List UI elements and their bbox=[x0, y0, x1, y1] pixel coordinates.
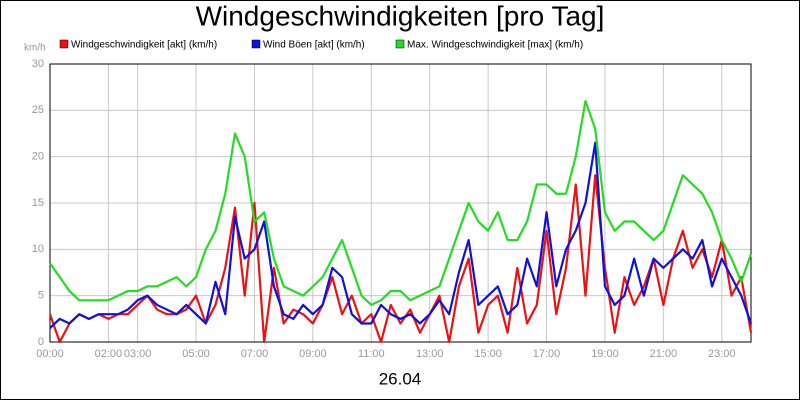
x-tick-label: 00:00 bbox=[36, 348, 64, 360]
x-tick-label: 03:00 bbox=[124, 348, 152, 360]
x-axis-label: 26.04 bbox=[379, 369, 422, 388]
y-tick-label: 25 bbox=[32, 104, 44, 116]
series-line bbox=[48, 174, 753, 344]
x-tick-label: 13:00 bbox=[416, 348, 444, 360]
x-tick-label: 23:00 bbox=[708, 348, 736, 360]
legend-label: Max. Windgeschwindigkeit [max] (km/h) bbox=[407, 40, 583, 51]
y-tick-label: 20 bbox=[32, 151, 44, 163]
plot-border bbox=[49, 63, 752, 343]
y-tick-label: 0 bbox=[38, 336, 44, 348]
legend-swatch bbox=[395, 39, 405, 49]
x-tick-label: 07:00 bbox=[241, 348, 269, 360]
x-tick-label: 05:00 bbox=[182, 348, 210, 360]
x-tick-label: 09:00 bbox=[299, 348, 327, 360]
legend-swatch bbox=[59, 39, 69, 49]
chart-title: Windgeschwindigkeiten [pro Tag] bbox=[196, 0, 605, 31]
legend-label: Wind Böen [akt] (km/h) bbox=[263, 40, 365, 51]
y-tick-label: 30 bbox=[32, 58, 44, 70]
x-tick-label: 15:00 bbox=[474, 348, 502, 360]
x-tick-label: 17:00 bbox=[533, 348, 561, 360]
y-tick-label: 5 bbox=[38, 290, 44, 302]
x-tick-label: 02:00 bbox=[95, 348, 123, 360]
legend-label: Windgeschwindigkeit [akt] (km/h) bbox=[71, 40, 217, 51]
x-tick-label: 19:00 bbox=[591, 348, 619, 360]
x-tick-label: 11:00 bbox=[358, 348, 385, 360]
y-axis-label: km/h bbox=[24, 43, 46, 54]
y-tick-label: 15 bbox=[32, 197, 44, 209]
x-tick-label: 21:00 bbox=[650, 348, 678, 360]
legend-swatch bbox=[251, 39, 261, 49]
y-tick-label: 10 bbox=[32, 243, 44, 255]
series-line bbox=[49, 99, 753, 307]
series-line bbox=[49, 141, 753, 329]
